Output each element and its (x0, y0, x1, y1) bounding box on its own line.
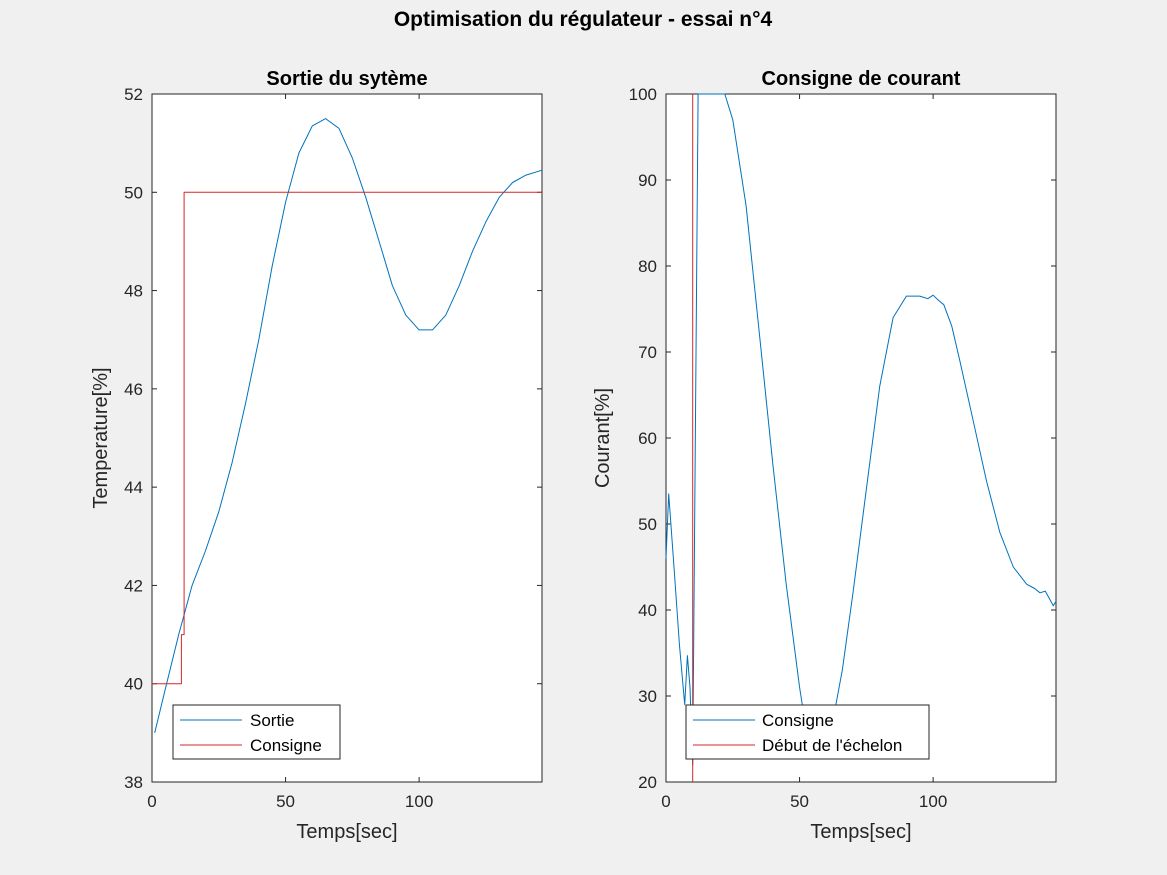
y-axis-label-output: Temperature[%] (90, 367, 112, 508)
legend-label-output-consigne: Consigne (250, 736, 322, 755)
y-tick-label-1-60: 60 (638, 429, 657, 448)
y-tick-label-1-80: 80 (638, 257, 657, 276)
y-tick-label-1-90: 90 (638, 171, 657, 190)
y-tick-label-0-48: 48 (124, 282, 143, 301)
lines-output (152, 118, 543, 734)
series-line-0-consigne (152, 191, 542, 685)
plot-area-current (665, 93, 1057, 783)
legend-label-output-sortie: Sortie (250, 711, 294, 730)
y-tick-label-1-100: 100 (629, 85, 657, 104)
y-tick-label-0-38: 38 (124, 773, 143, 792)
figure-title: Optimisation du régulateur - essai n°4 (394, 8, 773, 31)
x-axis-label-current: Temps[sec] (810, 821, 911, 843)
ticks-current: 0 50 100 20 30 40 50 60 70 80 90 100 (629, 85, 1056, 811)
legend-label-current-consigne: Consigne (762, 711, 834, 730)
y-tick-label-0-50: 50 (124, 183, 143, 202)
y-tick-label-0-44: 44 (124, 478, 143, 497)
x-tick-label-0-100: 100 (405, 792, 433, 811)
y-tick-label-1-50: 50 (638, 515, 657, 534)
legend-current: Consigne Début de l'échelon (685, 704, 930, 760)
y-tick-label-1-70: 70 (638, 343, 657, 362)
y-tick-label-0-40: 40 (124, 675, 143, 694)
x-axis-label-output: Temps[sec] (296, 821, 397, 843)
y-axis-label-current: Courant[%] (592, 388, 614, 488)
legend-box-current (685, 704, 930, 760)
legend-output: Sortie Consigne (172, 704, 341, 760)
ticks-output: 0 50 100 38 40 42 44 46 48 50 52 (124, 85, 542, 811)
y-tick-label-1-30: 30 (638, 687, 657, 706)
subplot-title-output: Sortie du sytème (266, 68, 427, 90)
x-tick-label-1-50: 50 (790, 792, 809, 811)
legend-label-current-step: Début de l'échelon (762, 736, 902, 755)
plot-area-output (151, 93, 543, 783)
x-tick-label-1-100: 100 (919, 792, 947, 811)
subplot-current: Consigne de courant Temps[sec] Courant[%… (592, 68, 1057, 843)
series-line-0-sortie (154, 118, 543, 734)
x-tick-label-0-0: 0 (147, 792, 156, 811)
subplot-output: Sortie du sytème Temps[sec] Temperature[… (90, 68, 543, 843)
subplot-title-current: Consigne de courant (762, 68, 961, 90)
y-tick-label-0-46: 46 (124, 380, 143, 399)
x-tick-label-0-50: 50 (276, 792, 295, 811)
y-tick-label-1-20: 20 (638, 773, 657, 792)
legend-box-output (172, 704, 341, 760)
x-tick-label-1-0: 0 (661, 792, 670, 811)
y-tick-label-0-52: 52 (124, 85, 143, 104)
y-tick-label-1-40: 40 (638, 601, 657, 620)
y-tick-label-0-42: 42 (124, 576, 143, 595)
